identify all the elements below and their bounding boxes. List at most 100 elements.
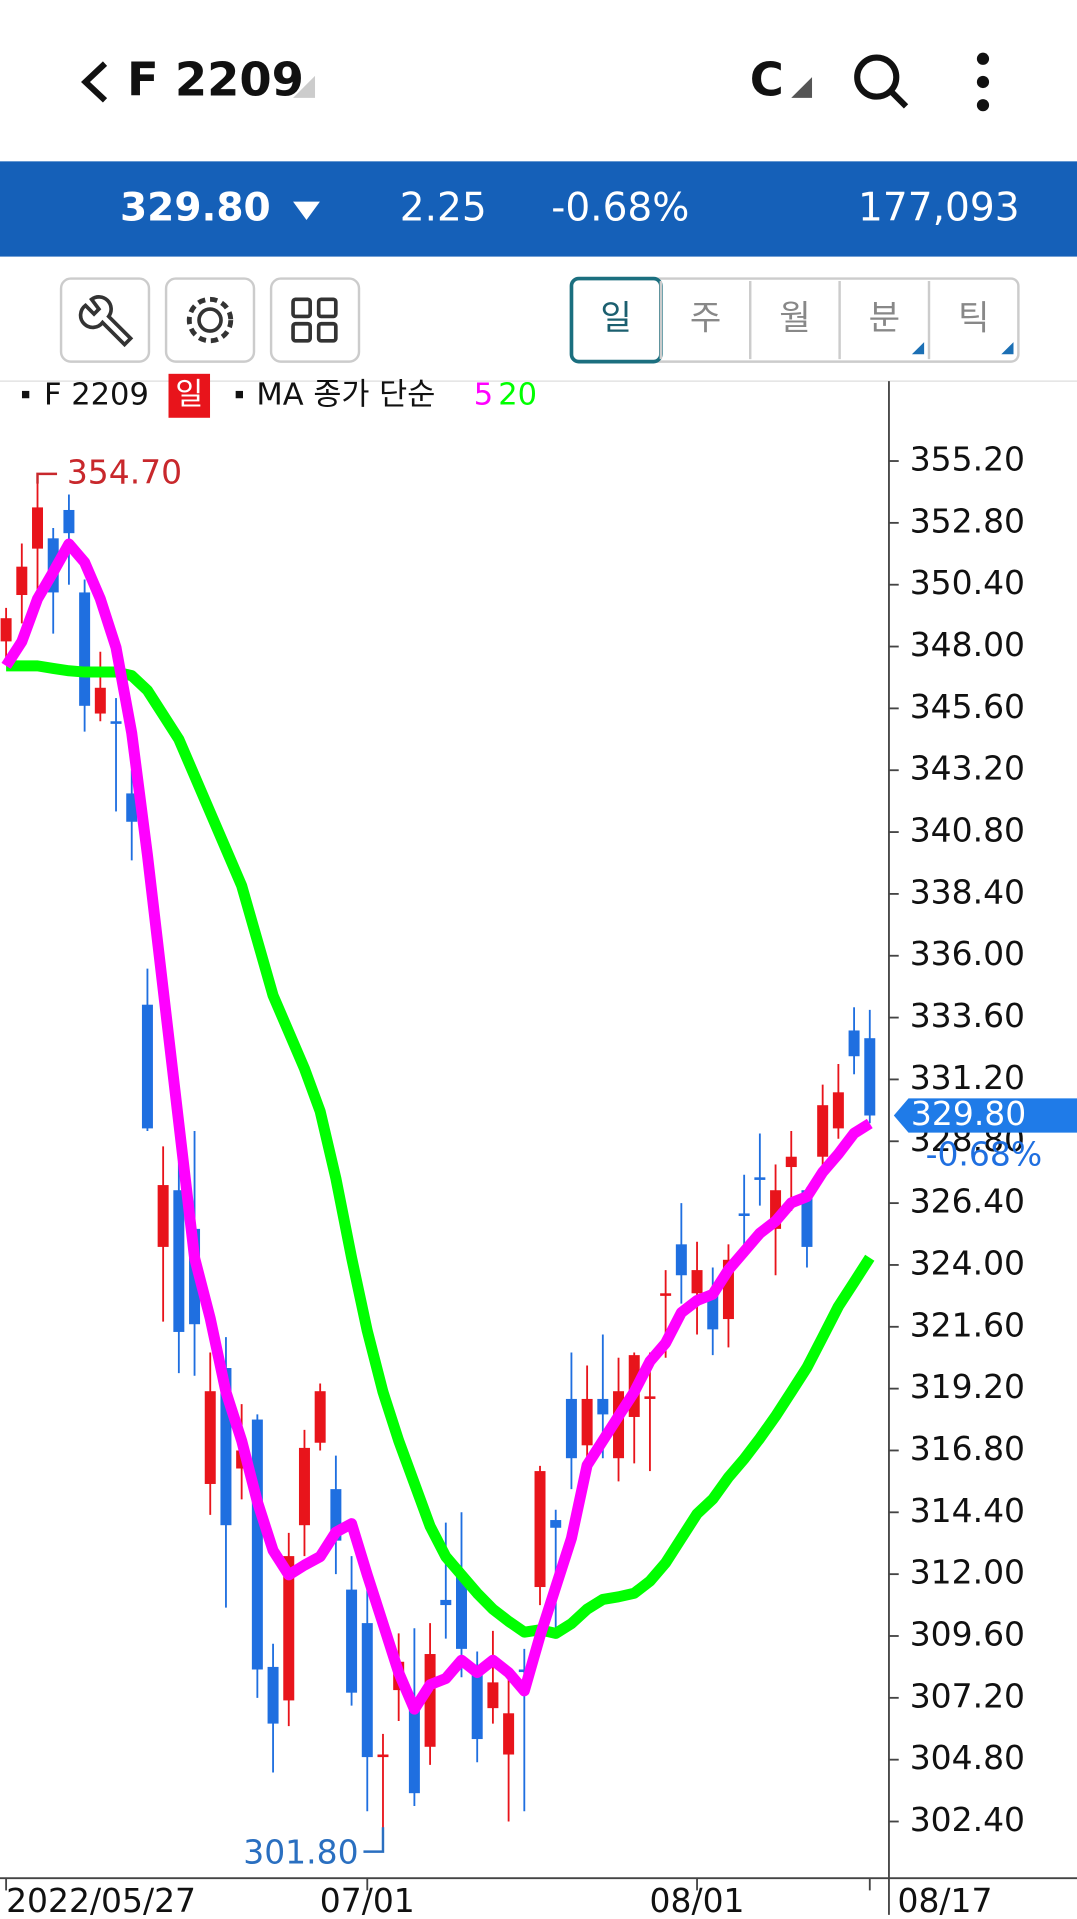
candle-body bbox=[63, 509, 75, 534]
candle-body bbox=[94, 687, 106, 714]
candle-body bbox=[173, 1190, 185, 1332]
ma-line bbox=[6, 660, 875, 1639]
max-arrow bbox=[36, 472, 58, 484]
y-tick-label: 319.20 bbox=[910, 1367, 1025, 1406]
candle-body bbox=[377, 1754, 389, 1758]
candle-body bbox=[707, 1290, 719, 1330]
candle-body bbox=[738, 1213, 750, 1216]
search-icon[interactable] bbox=[854, 54, 909, 109]
candle-body bbox=[471, 1672, 483, 1740]
wrench-icon bbox=[78, 295, 134, 348]
last-price-label: 329.80 bbox=[911, 1094, 1026, 1133]
y-tick-label: 302.40 bbox=[910, 1800, 1025, 1839]
min-arrow bbox=[363, 1827, 385, 1853]
period-badge bbox=[168, 373, 211, 418]
y-tick-label: 312.00 bbox=[910, 1553, 1025, 1592]
candle-body bbox=[251, 1419, 263, 1670]
candle-body bbox=[487, 1682, 499, 1709]
legend-square bbox=[21, 390, 30, 399]
candle-body bbox=[157, 1185, 169, 1247]
menu-triangle bbox=[791, 77, 813, 98]
candle-body bbox=[440, 1599, 452, 1606]
x-tick-label: 08/17 bbox=[898, 1881, 993, 1915]
y-tick-label: 348.00 bbox=[910, 625, 1025, 664]
tool-button[interactable] bbox=[59, 277, 151, 363]
y-tick-label: 316.80 bbox=[910, 1429, 1025, 1468]
y-tick-label: 321.60 bbox=[910, 1305, 1025, 1344]
candle-body bbox=[346, 1589, 358, 1693]
tab-corner bbox=[1001, 342, 1014, 355]
candle-body bbox=[32, 507, 44, 549]
candle-body bbox=[550, 1520, 562, 1528]
y-tick-label: 333.60 bbox=[910, 996, 1025, 1035]
tab[interactable]: 일 bbox=[600, 299, 631, 339]
symbol[interactable]: F 2209 bbox=[127, 53, 304, 107]
symbol-triangle bbox=[293, 75, 316, 98]
candle-body bbox=[518, 1669, 530, 1673]
candle-body bbox=[832, 1092, 844, 1129]
tab-corner bbox=[911, 342, 925, 355]
candle-body bbox=[314, 1391, 326, 1443]
tab[interactable]: 주 bbox=[690, 299, 721, 339]
menu-c[interactable]: C bbox=[750, 53, 784, 107]
candle-body bbox=[785, 1156, 797, 1168]
legend-square bbox=[235, 390, 243, 399]
candle-body bbox=[848, 1030, 860, 1057]
layout-button[interactable] bbox=[269, 277, 361, 363]
candle-body bbox=[141, 1004, 153, 1129]
candle-body bbox=[0, 618, 12, 642]
y-tick-label: 345.60 bbox=[910, 687, 1025, 726]
y-tick-label: 350.40 bbox=[910, 563, 1025, 602]
candle-body bbox=[456, 1574, 467, 1649]
y-tick-label: 304.80 bbox=[910, 1738, 1025, 1777]
max-label: 354.70 bbox=[67, 452, 182, 491]
candle-body bbox=[770, 1190, 782, 1229]
gear-icon bbox=[197, 307, 223, 333]
tab[interactable]: 월 bbox=[779, 299, 810, 339]
candle-body bbox=[660, 1293, 672, 1296]
change: 2.25 bbox=[400, 186, 487, 231]
candle-body bbox=[754, 1177, 766, 1180]
candle-body bbox=[110, 721, 122, 724]
candle-body bbox=[126, 793, 138, 822]
y-tick-label: 314.40 bbox=[910, 1491, 1025, 1530]
settings-button[interactable] bbox=[164, 277, 256, 363]
candle-body bbox=[691, 1270, 703, 1294]
x-tick-label: 2022/05/27 bbox=[6, 1881, 196, 1915]
candle-body bbox=[675, 1244, 687, 1276]
candle-body bbox=[644, 1396, 656, 1399]
candle-body bbox=[581, 1398, 593, 1446]
x-tick-label: 08/01 bbox=[650, 1881, 745, 1915]
candle-body bbox=[817, 1105, 829, 1157]
tab[interactable]: 분 bbox=[869, 299, 900, 339]
candle-body bbox=[220, 1368, 232, 1526]
legend-ma5: 5 bbox=[474, 377, 493, 412]
grid-icon bbox=[291, 297, 338, 343]
y-tick-label: 340.80 bbox=[910, 811, 1025, 850]
y-tick-label: 331.20 bbox=[910, 1058, 1025, 1097]
candle-body bbox=[408, 1697, 420, 1794]
candle-body bbox=[16, 566, 28, 596]
candle-body bbox=[503, 1713, 515, 1755]
min-label: 301.80 bbox=[243, 1833, 358, 1872]
back-button[interactable] bbox=[81, 61, 108, 103]
candle-body bbox=[267, 1666, 279, 1724]
change-pct: -0.68% bbox=[551, 186, 689, 231]
y-tick-label: 307.20 bbox=[910, 1676, 1025, 1715]
y-tick-label: 326.40 bbox=[910, 1182, 1025, 1221]
candle-body bbox=[204, 1391, 216, 1484]
candle-body bbox=[864, 1038, 876, 1116]
candle-body bbox=[283, 1556, 295, 1701]
more-icon[interactable] bbox=[976, 52, 990, 112]
candle-body bbox=[330, 1489, 342, 1541]
y-tick-label: 338.40 bbox=[910, 872, 1025, 911]
y-tick-label: 324.00 bbox=[910, 1243, 1025, 1282]
legend-symbol: F 2209 bbox=[44, 377, 149, 412]
legend-ma: MA 종가 단순 bbox=[256, 377, 435, 412]
price: 329.80 bbox=[120, 186, 271, 231]
down-triangle bbox=[293, 201, 320, 220]
gear-teeth bbox=[186, 296, 234, 344]
tab[interactable]: 틱 bbox=[958, 299, 989, 339]
